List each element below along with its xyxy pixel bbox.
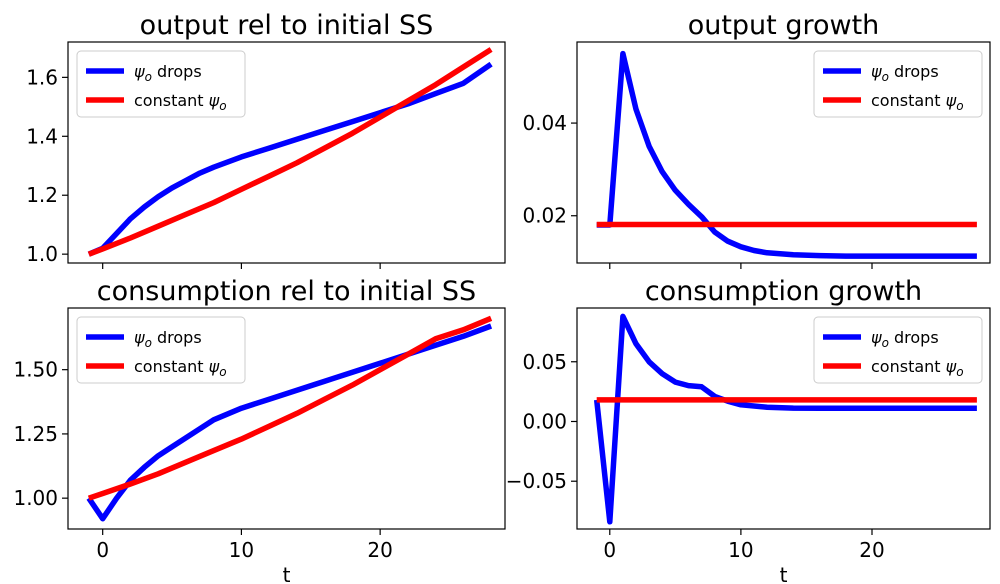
- x-tick-label: 20: [367, 538, 392, 562]
- y-tick-label: 1.50: [13, 358, 58, 382]
- legend-label: ψo​ drops: [134, 328, 202, 350]
- y-tick-label: 0.05: [522, 350, 567, 374]
- x-tick-label: 20: [859, 538, 884, 562]
- x-axis-label: t: [283, 563, 291, 584]
- series-line-1: [87, 47, 493, 257]
- legend: ψo​ drops constant ψo​: [76, 316, 246, 384]
- series-line-1: [87, 315, 493, 501]
- x-tick-label: 10: [229, 538, 254, 562]
- legend-label: ψo​ drops: [871, 328, 939, 350]
- chart-panel-2: 0 10 20 1.00 1.25 1.50 consumption rel to init…: [13, 276, 506, 584]
- legend: ψo​ drops constant ψo​: [813, 316, 983, 384]
- chart-panel-3: 0 10 20 −0.05 0.00 0.05 consumption growth t ψo​…: [506, 276, 991, 584]
- chart-panel-0: 1.0 1.2 1.4 1.6 output rel to initial SS ψo​ …: [26, 10, 506, 269]
- chart-title: output growth: [688, 10, 880, 41]
- y-tick-label: 0.04: [522, 111, 567, 135]
- legend-label: ψo​ drops: [134, 62, 202, 84]
- legend: ψo​ drops constant ψo​: [76, 50, 246, 118]
- chart-title: output rel to initial SS: [140, 10, 434, 41]
- y-tick-label: 1.6: [26, 65, 58, 89]
- chart-title: consumption rel to initial SS: [97, 276, 476, 307]
- plot-frame: [67, 307, 506, 530]
- x-tick-label: 10: [728, 538, 753, 562]
- y-tick-label: 0.00: [522, 409, 567, 433]
- legend-label: constant ψo​: [871, 357, 964, 379]
- chart-panel-1: 0.02 0.04 output growth ψo​ drops constant ψ…: [522, 10, 991, 269]
- legend-label: constant ψo​: [871, 91, 964, 113]
- legend: ψo​ drops constant ψo​: [813, 50, 983, 118]
- y-tick-label: −0.05: [506, 469, 567, 493]
- plot-frame: [67, 41, 506, 264]
- x-tick-label: 0: [603, 538, 616, 562]
- legend-label: ψo​ drops: [871, 62, 939, 84]
- y-tick-label: 1.4: [26, 124, 58, 148]
- legend-label: constant ψo​: [134, 91, 227, 113]
- y-tick-label: 1.00: [13, 486, 58, 510]
- legend-label: constant ψo​: [134, 357, 227, 379]
- y-tick-label: 1.25: [13, 422, 58, 446]
- chart-title: consumption growth: [645, 276, 922, 307]
- y-tick-label: 1.0: [26, 242, 58, 266]
- series-line-0: [596, 50, 977, 259]
- y-tick-label: 1.2: [26, 183, 58, 207]
- y-tick-label: 0.02: [522, 204, 567, 228]
- plot-frame: [576, 307, 991, 530]
- plot-frame: [576, 41, 991, 264]
- x-axis-label: t: [780, 563, 788, 584]
- x-tick-label: 0: [96, 538, 109, 562]
